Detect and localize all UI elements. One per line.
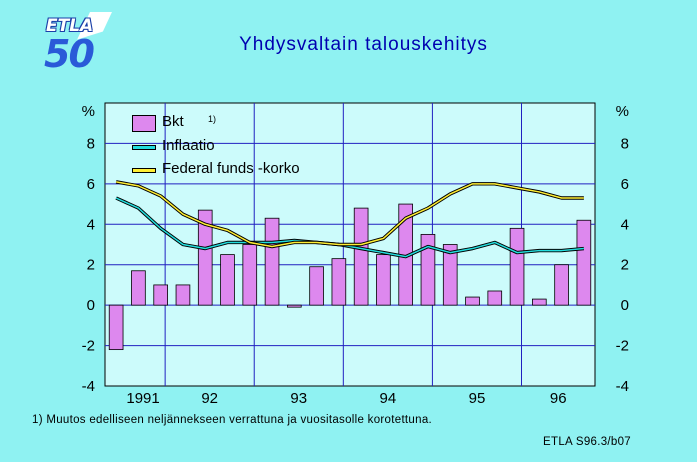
- xtick-year-2: 93: [290, 390, 307, 407]
- ytick-left--2: -2: [82, 338, 95, 355]
- bar-bkt-16: [465, 296, 480, 306]
- logo-number: 50: [44, 32, 95, 76]
- ytick-left--4: -4: [82, 378, 95, 395]
- footnote: 1) Muutos edelliseen neljännekseen verra…: [32, 414, 433, 426]
- ytick-right-4: 4: [621, 216, 629, 233]
- legend-swatch-fedfunds: [132, 168, 156, 173]
- xtick-year-4: 95: [469, 390, 486, 407]
- bar-bkt-9: [309, 266, 324, 306]
- line-series-0: [115, 197, 584, 258]
- line-series-1: [116, 181, 584, 248]
- ytick-left-0: 0: [87, 297, 95, 314]
- bar-bkt-6: [242, 244, 258, 306]
- ytick-right-8: 8: [621, 135, 629, 152]
- bar-bkt-3: [175, 284, 191, 306]
- xtick-year-0: 1991: [126, 390, 159, 407]
- ytick-left-2: 2: [87, 257, 95, 274]
- chart-title: Yhdysvaltain talouskehitys: [239, 34, 488, 55]
- bar-bkt-4: [197, 209, 213, 306]
- bar-bkt-19: [532, 298, 547, 306]
- legend-swatch-bkt: [132, 115, 156, 132]
- bar-bkt-17: [487, 290, 503, 306]
- bar-bkt-10: [331, 258, 347, 306]
- bar-bkt-15: [442, 244, 458, 306]
- xtick-year-1: 92: [201, 390, 218, 407]
- bar-bkt-14: [420, 233, 436, 306]
- ytick-right--4: -4: [616, 378, 629, 395]
- bar-bkt-5: [220, 254, 235, 306]
- source-label: ETLA S96.3/b07: [543, 436, 631, 448]
- ytick-right-2: 2: [621, 257, 629, 274]
- bar-bkt-20: [554, 264, 569, 306]
- bar-bkt-1: [131, 270, 146, 306]
- legend-label-bkt: Bkt: [162, 113, 184, 130]
- legend-label-fedfunds: Federal funds -korko: [162, 160, 300, 177]
- ylabel-left: %: [82, 103, 95, 120]
- ytick-left-4: 4: [87, 216, 95, 233]
- ytick-right--2: -2: [616, 338, 629, 355]
- bar-bkt-18: [509, 227, 525, 306]
- bar-bkt-8: [287, 304, 302, 308]
- bar-bkt-2: [153, 284, 168, 306]
- ytick-left-8: 8: [87, 135, 95, 152]
- bar-bkt-0: [108, 304, 124, 351]
- legend-swatch-inflation: [132, 145, 156, 150]
- etla-50-logo: ETLA 50: [18, 10, 112, 78]
- legend-note-bkt: 1): [208, 114, 217, 124]
- ytick-left-6: 6: [87, 176, 95, 193]
- bar-bkt-12: [376, 254, 391, 306]
- bar-bkt-21: [576, 219, 592, 306]
- ytick-right-6: 6: [621, 176, 629, 193]
- legend-label-inflation: Inflaatio: [162, 137, 215, 154]
- xtick-year-3: 94: [380, 390, 397, 407]
- bar-bkt-11: [353, 207, 369, 306]
- logo-text: ETLA: [46, 16, 94, 36]
- xtick-year-5: 96: [550, 390, 567, 407]
- bar-bkt-7: [264, 217, 280, 306]
- ylabel-right: %: [616, 103, 629, 120]
- ytick-right-0: 0: [621, 297, 629, 314]
